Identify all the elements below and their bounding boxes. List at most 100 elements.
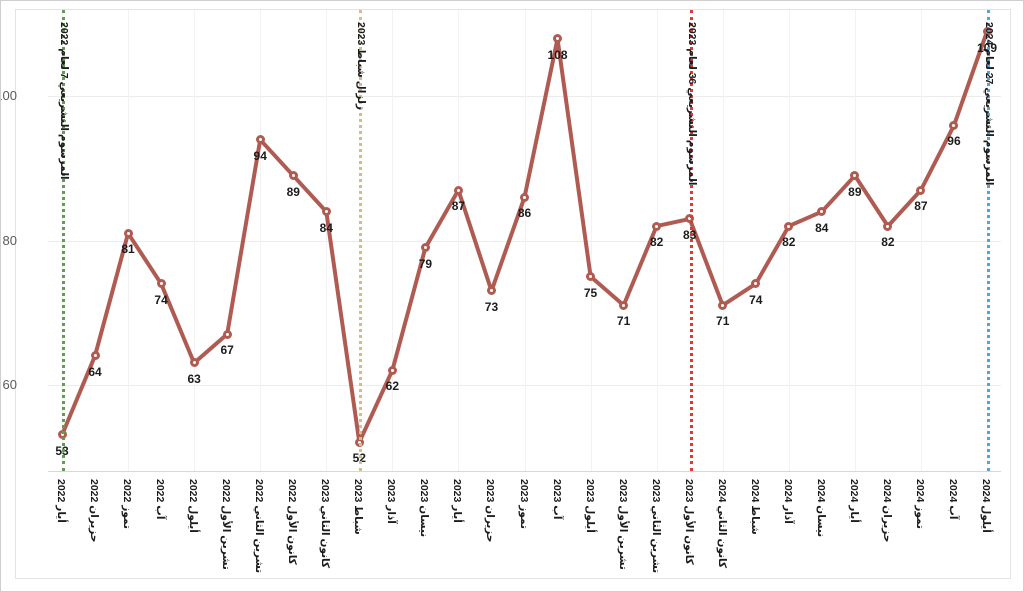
annotation-label: المرسوم التشريعي 27 لعام 2024 [983,22,995,186]
data-point[interactable] [916,185,926,195]
data-value-label: 74 [154,292,168,307]
chart-frame [15,9,1011,579]
data-value-label: 62 [385,379,400,394]
data-value-label: 82 [649,235,664,250]
data-value-label: 108 [547,47,568,62]
data-value-label: 63 [187,371,201,386]
data-point[interactable] [387,365,397,375]
gridline-v [128,10,130,471]
data-point[interactable] [255,135,265,145]
annotation-label: المرسوم التشريعي 7 لعام 2022 [58,22,70,180]
y-axis-tick-label: 60 [2,376,17,392]
gridline-v [392,10,394,471]
data-value-label: 89 [286,184,300,199]
x-axis-label: نيسان 2024 [814,479,827,538]
data-point[interactable] [420,243,430,253]
gridline-v [260,10,262,471]
data-value-label: 84 [815,220,829,235]
data-point[interactable] [156,279,166,289]
annotation-line [359,10,363,471]
x-axis-label: حزيران 2024 [880,479,893,543]
data-value-label: 79 [418,256,433,271]
data-point[interactable] [652,221,662,231]
data-point[interactable] [189,358,199,368]
annotation-label: زلزال شباط 2023 [355,22,368,110]
series-line [60,29,989,445]
x-axis-label: شباط 2024 [748,479,761,535]
annotation-line [62,10,65,471]
data-value-label: 67 [220,343,234,358]
data-point[interactable] [883,221,893,231]
gridline-v [788,10,790,471]
x-axis-label: تشرين الأول 2023 [616,479,629,570]
data-point[interactable] [586,272,596,282]
plot-area: 53 64 81 74 63 67 94 89 84 52 62 79 87 73 86 108 75 71 82 8… [48,10,1001,472]
data-value-label: 81 [121,242,135,257]
x-axis-label: أيار 2022 [55,479,67,523]
data-value-label: 96 [947,134,961,149]
x-axis-label: تموز 2023 [517,479,530,529]
annotation-label: المرسوم التشريعي 36 لعام 2023 [685,22,698,186]
data-point[interactable] [949,120,959,130]
data-value-label: 74 [749,292,763,307]
x-axis-label: شباط 2023 [352,479,365,535]
data-point[interactable] [751,279,761,289]
data-point[interactable] [784,221,794,231]
data-point[interactable] [288,171,298,181]
gridline-v [524,10,526,471]
x-axis-label: آب 2022 [154,479,167,520]
x-axis-label: تشرين الأول 2022 [220,479,233,570]
x-axis-label: أيلول 2023 [583,479,596,533]
data-point[interactable] [718,300,728,310]
data-point[interactable] [619,300,629,310]
y-axis-tick-label: 80 [2,232,17,248]
x-axis-label: أيلول 2022 [187,479,200,533]
x-axis-label: آذار 2024 [781,479,794,524]
data-value-label: 87 [451,199,466,214]
x-axis-label: كانون الأول 2022 [286,479,299,565]
data-point[interactable] [222,329,232,339]
data-point[interactable] [520,192,529,202]
data-value-label: 75 [583,285,598,300]
data-value-label: 71 [716,314,730,329]
data-point[interactable] [90,351,100,361]
data-value-label: 82 [782,235,796,250]
annotation-line [987,10,990,471]
x-axis-label: حزيران 2023 [484,479,497,543]
x-axis-label: أيار 2023 [451,479,464,523]
gridline-v [590,10,592,471]
annotation-line [689,10,693,471]
x-axis-label: تموز 2022 [121,479,134,529]
data-point[interactable] [553,34,563,44]
gridline-v [854,10,856,471]
data-point[interactable] [321,207,331,217]
x-axis-label: تشرين الثاني 2022 [253,479,266,574]
y-axis-tick-label: 100 [1,88,17,104]
gridline-v [656,10,658,471]
data-value-label: 94 [253,148,267,163]
gridline-v [326,10,328,471]
x-axis-label: آذار 2023 [385,479,398,524]
gridline-v [458,10,460,471]
x-axis-label: كانون الثاني 2024 [715,479,728,569]
x-axis-label: أيلول 2024 [980,479,992,533]
data-point[interactable] [850,171,860,181]
data-value-label: 84 [319,220,333,235]
x-axis-label: كانون الأول 2023 [682,479,695,565]
data-point[interactable] [486,286,496,296]
data-value-label: 64 [88,364,102,379]
data-value-label: 71 [616,314,631,329]
x-axis-label: نيسان 2023 [418,479,431,538]
x-axis-label: تموز 2024 [913,479,926,529]
data-value-label: 89 [848,184,862,199]
x-axis-line [48,471,1001,472]
x-axis-label: أيار 2024 [847,479,860,523]
x-axis-label: تشرين الثاني 2023 [649,479,662,574]
data-point[interactable] [453,185,463,195]
x-axis-label: آب 2023 [550,479,563,520]
data-point[interactable] [817,207,827,217]
data-value-label: 86 [517,206,532,221]
data-point[interactable] [123,228,133,238]
data-value-label: 87 [914,199,928,214]
